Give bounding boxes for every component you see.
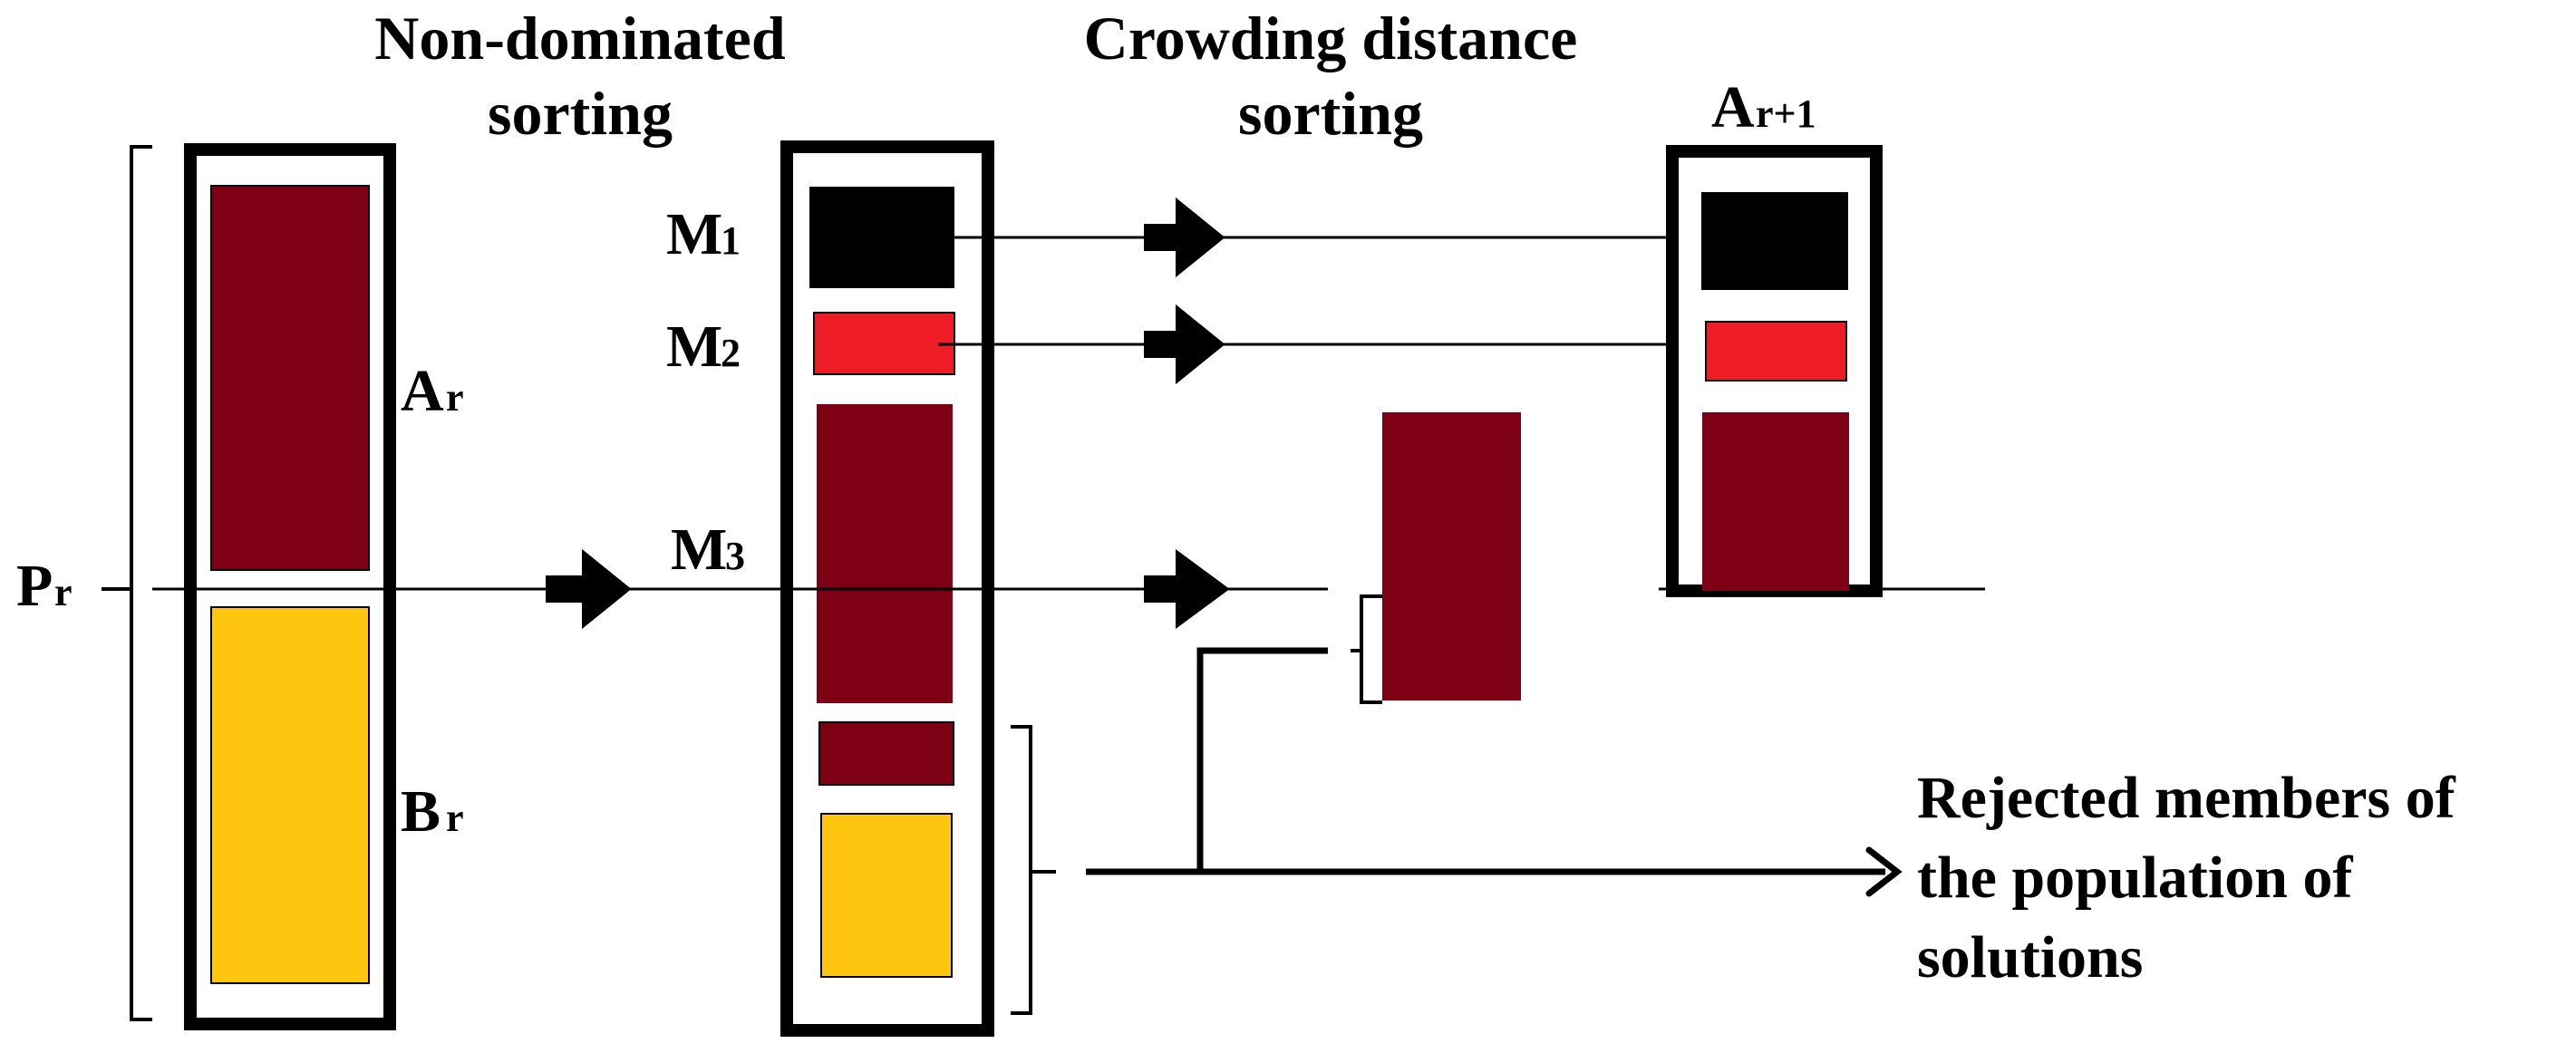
svg-text:B: B <box>401 778 441 845</box>
next-m2-block <box>1705 321 1847 382</box>
svg-text:M: M <box>666 314 722 380</box>
m4-block <box>818 721 954 786</box>
svg-text:r: r <box>54 570 73 614</box>
svg-text:r: r <box>446 375 464 420</box>
label-m3: M 3 <box>671 517 745 583</box>
m1-block <box>809 187 954 288</box>
label-a-r-plus-1: A r+1 <box>1711 74 1816 140</box>
heading-crowding-line2: sorting <box>1238 79 1423 148</box>
svg-text:2: 2 <box>721 331 741 375</box>
arrow-icon <box>546 548 632 630</box>
rejected-label-line1: Rejected members of <box>1917 765 2456 831</box>
heading-crowding-line1: Crowding distance <box>1084 4 1578 72</box>
crowding-block <box>1382 412 1521 700</box>
svg-text:1: 1 <box>721 218 741 263</box>
label-p-r: P r <box>16 553 73 619</box>
br-block <box>210 606 370 984</box>
svg-text:r+1: r+1 <box>1756 92 1816 136</box>
svg-text:M: M <box>666 201 722 267</box>
svg-text:M: M <box>671 517 727 583</box>
crowding-bracket <box>1351 594 1382 704</box>
next-m3-block <box>1702 412 1849 591</box>
svg-text:A: A <box>401 358 444 424</box>
svg-text:r: r <box>446 796 464 840</box>
label-b-r: B r <box>401 778 464 845</box>
label-a-r: A r <box>401 358 464 424</box>
rejected-label-line3: solutions <box>1917 924 2143 990</box>
arrow-icon <box>1144 197 1225 278</box>
m2-block <box>813 312 955 375</box>
heading-nondominated-line1: Non-dominated <box>374 4 786 72</box>
svg-text:P: P <box>16 553 53 619</box>
rejected-brace <box>1011 725 1056 1015</box>
arrow-icon <box>1144 549 1230 629</box>
arrow-icon <box>1144 304 1225 385</box>
svg-text:3: 3 <box>725 534 745 578</box>
ar-block <box>210 185 370 571</box>
next-m1-block <box>1701 192 1848 290</box>
population-brace <box>102 145 152 1021</box>
heading-nondominated-line2: sorting <box>488 79 673 148</box>
m3-block <box>817 404 953 703</box>
rejected-label-line2: the population of <box>1917 845 2353 911</box>
rejected-arrowhead-icon <box>1865 846 1903 897</box>
rejected-path <box>1086 647 1885 875</box>
svg-text:A: A <box>1711 74 1755 140</box>
label-m1: M 1 <box>666 201 741 267</box>
m5-block <box>820 813 953 978</box>
label-m2: M 2 <box>666 314 741 380</box>
